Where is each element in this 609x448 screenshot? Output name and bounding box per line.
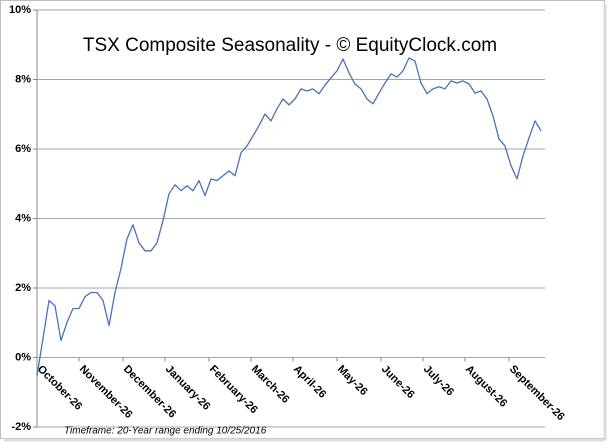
y-tick-label: 4% xyxy=(15,212,31,224)
y-tick-label: 10% xyxy=(9,4,31,16)
footnote: Timeframe: 20-Year range ending 10/25/20… xyxy=(64,426,267,437)
chart-title: TSX Composite Seasonality - © EquityCloc… xyxy=(83,35,497,56)
grid xyxy=(37,9,545,428)
chart-frame xyxy=(0,0,605,439)
y-tick-label: 6% xyxy=(15,143,31,155)
y-tick-label: -2% xyxy=(11,421,31,433)
y-tick-label: 8% xyxy=(15,73,31,85)
data-line xyxy=(36,57,542,376)
y-tick-label: 0% xyxy=(15,351,31,363)
y-tick-label: 2% xyxy=(15,282,31,294)
